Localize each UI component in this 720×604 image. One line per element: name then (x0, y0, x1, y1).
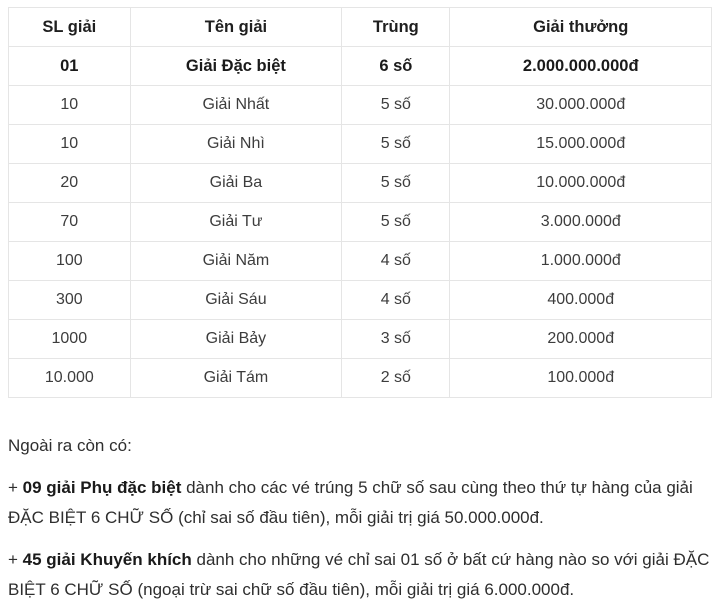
cell-trung: 5 số (341, 202, 451, 242)
table-row: 300 Giải Sáu 4 số 400.000đ (8, 280, 712, 320)
cell-trung: 4 số (341, 280, 451, 320)
cell-ten-giai: Giải Ba (129, 163, 343, 203)
cell-sl-giai: 10 (8, 85, 131, 125)
cell-giai-thuong: 30.000.000đ (449, 85, 712, 125)
table-row: 01 Giải Đặc biệt 6 số 2.000.000.000đ (8, 46, 712, 86)
cell-ten-giai: Giải Bảy (129, 319, 343, 359)
cell-trung: 2 số (341, 358, 451, 398)
note-prefix: + (8, 478, 23, 497)
cell-giai-thuong: 200.000đ (449, 319, 712, 359)
cell-ten-giai: Giải Đặc biệt (129, 46, 343, 86)
col-header-sl-giai: SL giải (8, 7, 131, 47)
notes-section: Ngoài ra còn có: + 09 giải Phụ đặc biệt … (8, 431, 712, 604)
table-row: 10.000 Giải Tám 2 số 100.000đ (8, 358, 712, 398)
cell-trung: 5 số (341, 124, 451, 164)
note-bold-label: 09 giải Phụ đặc biệt (22, 478, 182, 497)
note-bold-label: 45 giải Khuyến khích (22, 550, 192, 569)
header-row: SL giải Tên giải Trùng Giải thưởng (8, 7, 712, 47)
note-khuyen-khich: + 45 giải Khuyến khích dành cho những vé… (8, 545, 712, 604)
table-row: 10 Giải Nhì 5 số 15.000.000đ (8, 124, 712, 164)
cell-sl-giai: 70 (8, 202, 131, 242)
cell-giai-thuong: 10.000.000đ (449, 163, 712, 203)
cell-trung: 5 số (341, 85, 451, 125)
col-header-trung: Trùng (341, 7, 451, 47)
cell-ten-giai: Giải Sáu (129, 280, 343, 320)
note-text: dành cho các vé trúng 5 chữ số sau cùng … (8, 478, 693, 527)
cell-ten-giai: Giải Tám (129, 358, 343, 398)
table-row: 100 Giải Năm 4 số 1.000.000đ (8, 241, 712, 281)
col-header-giai-thuong: Giải thưởng (449, 7, 712, 47)
table-row: 70 Giải Tư 5 số 3.000.000đ (8, 202, 712, 242)
cell-giai-thuong: 2.000.000.000đ (449, 46, 712, 86)
cell-trung: 3 số (341, 319, 451, 359)
cell-sl-giai: 300 (8, 280, 131, 320)
prize-table-header: SL giải Tên giải Trùng Giải thưởng (8, 7, 712, 47)
prize-table-body: 01 Giải Đặc biệt 6 số 2.000.000.000đ 10 Giải … (8, 46, 712, 398)
cell-ten-giai: Giải Tư (129, 202, 343, 242)
cell-sl-giai: 100 (8, 241, 131, 281)
cell-trung: 6 số (341, 46, 451, 86)
notes-intro: Ngoài ra còn có: (8, 436, 132, 455)
col-header-ten-giai: Tên giải (129, 7, 343, 47)
cell-giai-thuong: 100.000đ (449, 358, 712, 398)
table-row: 20 Giải Ba 5 số 10.000.000đ (8, 163, 712, 203)
table-row: 1000 Giải Bảy 3 số 200.000đ (8, 319, 712, 359)
cell-sl-giai: 01 (8, 46, 131, 86)
cell-sl-giai: 20 (8, 163, 131, 203)
cell-sl-giai: 10 (8, 124, 131, 164)
cell-trung: 4 số (341, 241, 451, 281)
cell-sl-giai: 10.000 (8, 358, 131, 398)
cell-trung: 5 số (341, 163, 451, 203)
cell-ten-giai: Giải Nhì (129, 124, 343, 164)
cell-ten-giai: Giải Nhất (129, 85, 343, 125)
note-text: dành cho những vé chỉ sai 01 số ở bất cứ… (8, 550, 710, 599)
cell-sl-giai: 1000 (8, 319, 131, 359)
note-phu-dac-biet: + 09 giải Phụ đặc biệt dành cho các vé t… (8, 473, 712, 533)
table-row: 10 Giải Nhất 5 số 30.000.000đ (8, 85, 712, 125)
cell-giai-thuong: 3.000.000đ (449, 202, 712, 242)
note-prefix: + (8, 550, 23, 569)
cell-giai-thuong: 1.000.000đ (449, 241, 712, 281)
prize-table: SL giải Tên giải Trùng Giải thưởng 01 Giả… (8, 7, 712, 398)
cell-giai-thuong: 400.000đ (449, 280, 712, 320)
cell-giai-thuong: 15.000.000đ (449, 124, 712, 164)
cell-ten-giai: Giải Năm (129, 241, 343, 281)
